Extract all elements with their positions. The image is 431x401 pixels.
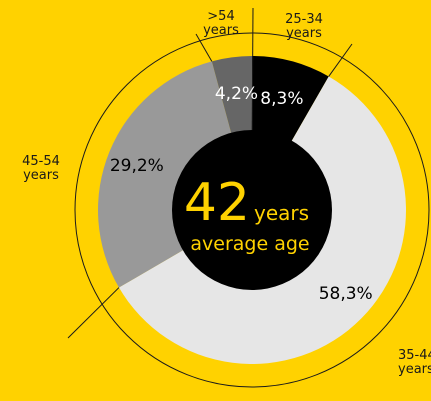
center-disc — [172, 130, 332, 290]
label-35-44-years: 35-44 years — [398, 348, 431, 377]
slice-value-label: 4,2% — [215, 84, 258, 104]
center-caption: average age — [190, 233, 309, 255]
slice-value-label: 8,3% — [260, 89, 303, 109]
label-45-54-years: 45-54 years — [22, 154, 60, 183]
label-25-34-years: 25-34 years — [285, 12, 323, 41]
leader-line-over-54 — [195, 33, 213, 62]
slice-value-label: 29,2% — [110, 156, 164, 176]
outer-ring — [74, 32, 430, 388]
leader-line-45-54 — [67, 287, 120, 339]
center-unit: years — [254, 201, 309, 225]
label-over-54-years: >54 years — [203, 9, 239, 38]
center-value: 42 — [184, 173, 250, 233]
slice-value-label: 58,3% — [319, 284, 373, 304]
leader-line-25-34 — [328, 43, 353, 77]
